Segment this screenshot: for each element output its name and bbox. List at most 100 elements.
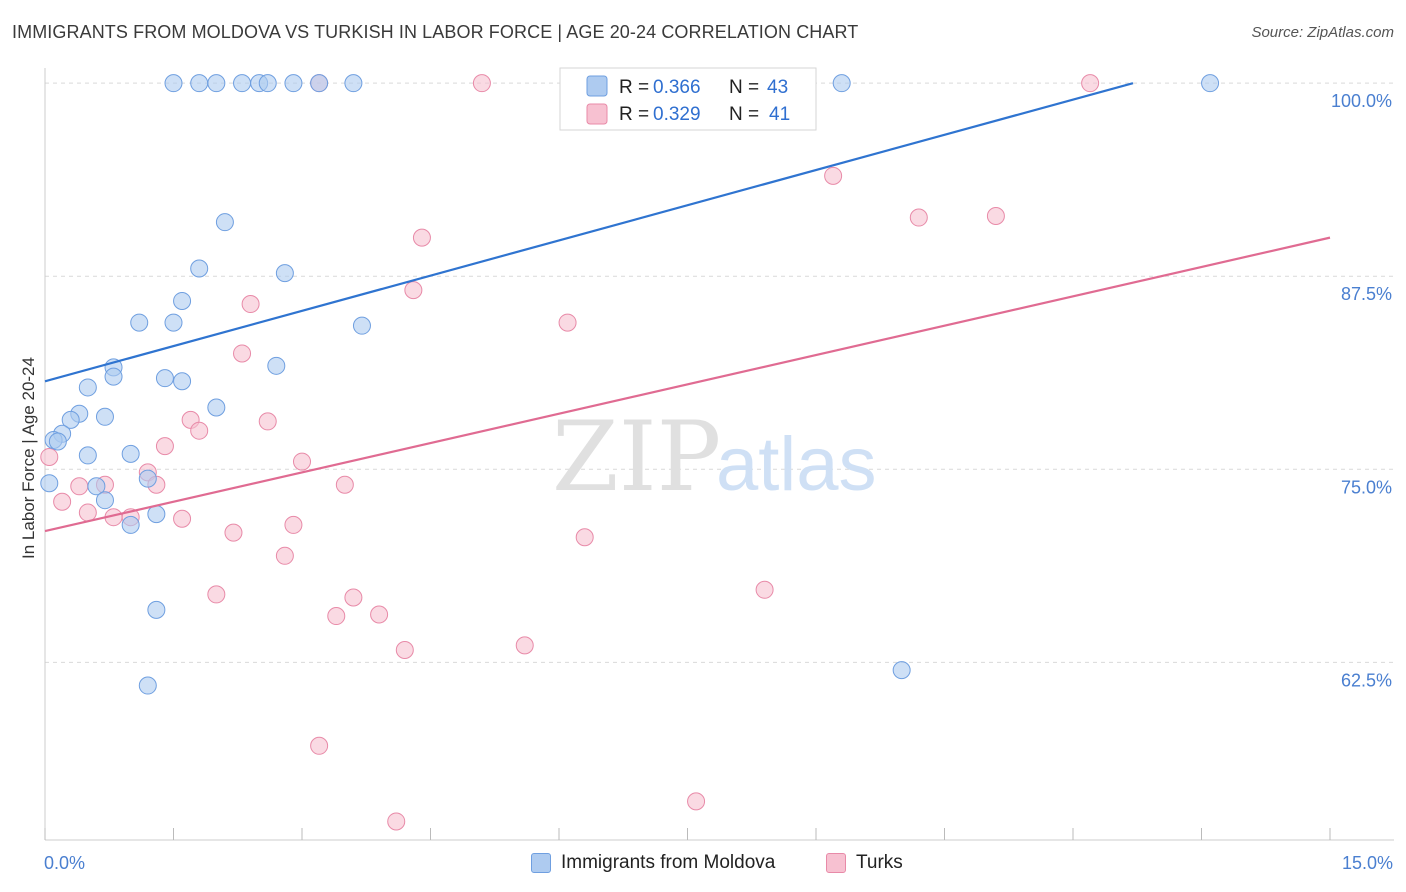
moldova-point [155,369,174,388]
turks-point [515,636,534,655]
turks-point [258,412,277,431]
moldova-point [61,410,80,429]
moldova-point [78,446,97,465]
bottom-legend: Immigrants from Moldova Turks [0,852,1406,878]
turks-point [207,585,226,604]
turks-point [224,523,243,542]
moldova-point [352,316,371,335]
legend-swatch-turks [586,103,608,125]
moldova-point [233,74,252,93]
moldova-point [310,74,329,93]
moldova-point [275,264,294,283]
turks-point [241,295,260,314]
legend-n-value-2: 41 [769,104,790,125]
watermark-atlas: atlas [716,422,877,507]
moldova-point [207,398,226,417]
legend-n-value-1: 43 [767,77,788,98]
legend-r-label-1: R = [619,77,649,98]
moldova-point [173,291,192,310]
legend-n-label-2: N = [729,104,759,125]
watermark: ZIP atlas [552,401,877,513]
turks-point [53,492,72,511]
turks-point [986,207,1005,225]
legend-n-label-1: N = [729,77,759,98]
gridlines [45,82,1394,663]
moldova-point [344,74,363,93]
turks-point [387,812,406,831]
turks-point [755,580,774,599]
turks-point [472,74,491,93]
moldova-trend-line [44,82,1134,383]
y-axis-title: In Labor Force | Age 20-24 [19,357,38,559]
moldova-point [130,313,149,332]
moldova-point [258,74,277,93]
legend-r-label-2: R = [619,104,649,125]
turks-point [293,452,311,471]
turks-point [687,792,706,811]
bottom-legend-swatch-turks [826,853,846,873]
turks-point [370,605,389,624]
moldova-point [832,74,851,93]
x-tick-label: 0.0% [44,853,85,873]
moldova-point [138,469,157,488]
trend-lines [44,82,1331,533]
turks-point [173,509,192,528]
moldova-point [892,661,911,680]
moldova-point [121,444,140,463]
turks-point [155,437,174,456]
turks-point [404,281,423,300]
turks-point [275,546,294,565]
data-points [40,74,1220,831]
bottom-legend-label-moldova: Immigrants from Moldova [561,852,776,873]
turks-trend-line [44,236,1331,533]
turks-point [344,588,363,607]
chart-source: Source: ZipAtlas.com [1251,24,1394,41]
moldova-point [121,515,140,534]
moldova-point [164,74,183,93]
moldova-point [138,676,157,695]
legend-swatch-moldova [586,75,608,97]
turks-point [190,421,209,440]
moldova-point [164,313,183,332]
moldova-point [173,372,192,391]
turks-point [70,477,89,496]
watermark-zip: ZIP [552,401,721,513]
moldova-point [190,259,209,278]
moldova-point [104,367,123,386]
moldova-point [284,74,303,93]
turks-point [233,344,252,363]
moldova-point [190,74,209,93]
legend-box: R = 0.366 N = 43 R = 0.329 N = 41 [559,67,817,131]
moldova-point [207,74,226,93]
moldova-point [95,491,114,510]
turks-point [284,515,303,534]
turks-point [395,641,414,660]
moldova-point [147,505,166,524]
y-tick-label: 87.5% [1341,284,1392,304]
y-tick-label: 100.0% [1331,91,1392,111]
turks-point [78,503,97,522]
turks-point [327,607,346,626]
turks-point [40,447,59,466]
moldova-point [267,356,286,375]
turks-point [558,313,577,332]
turks-point [335,475,354,494]
moldova-point [215,213,234,232]
legend-r-value-2: 0.329 [653,104,701,125]
bottom-legend-item-turks: Turks [826,852,903,874]
moldova-point [87,477,106,496]
x-tick-label: 15.0% [1342,853,1393,873]
legend-r-value-1: 0.366 [653,77,701,98]
y-tick-label: 75.0% [1341,477,1392,497]
moldova-point [78,378,97,397]
moldova-point [95,407,114,426]
bottom-legend-swatch-moldova [531,853,551,873]
turks-point [909,208,928,227]
turks-point [310,736,329,755]
moldova-point [40,474,59,493]
bottom-legend-label-turks: Turks [856,852,903,873]
chart-title: IMMIGRANTS FROM MOLDOVA VS TURKISH IN LA… [12,22,859,42]
turks-point [412,228,431,247]
y-tick-labels: 100.0% 87.5% 75.0% 62.5% [1331,91,1392,690]
